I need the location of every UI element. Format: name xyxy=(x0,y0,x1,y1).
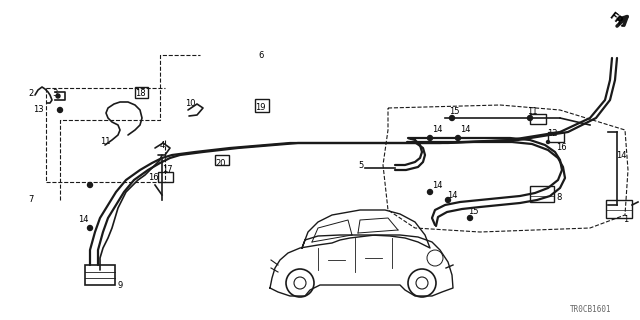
Text: TR0CB1601: TR0CB1601 xyxy=(570,305,612,314)
Circle shape xyxy=(449,116,454,121)
Circle shape xyxy=(467,215,472,220)
Circle shape xyxy=(445,197,451,203)
Text: 15: 15 xyxy=(449,108,460,116)
Bar xyxy=(85,265,115,285)
Text: 12: 12 xyxy=(547,129,557,138)
Text: 8: 8 xyxy=(556,194,561,203)
Bar xyxy=(255,99,269,112)
Text: 19: 19 xyxy=(255,102,266,111)
Text: 4: 4 xyxy=(160,140,165,149)
Text: 14: 14 xyxy=(78,215,88,225)
Circle shape xyxy=(58,108,63,113)
Text: 2: 2 xyxy=(28,89,33,98)
Circle shape xyxy=(428,135,433,140)
Bar xyxy=(158,172,173,182)
Text: 18: 18 xyxy=(135,89,146,98)
Text: 14: 14 xyxy=(432,181,442,190)
Text: 11: 11 xyxy=(527,108,538,116)
Text: FR.: FR. xyxy=(607,11,627,29)
Circle shape xyxy=(527,116,532,121)
Bar xyxy=(530,186,554,202)
Text: 7: 7 xyxy=(28,196,33,204)
Circle shape xyxy=(428,189,433,195)
Text: 6: 6 xyxy=(258,51,264,60)
Text: 14: 14 xyxy=(460,125,470,134)
Text: 14: 14 xyxy=(616,150,627,159)
Text: 16: 16 xyxy=(148,173,159,182)
Text: 3: 3 xyxy=(52,89,58,98)
Text: 14: 14 xyxy=(447,190,458,199)
Text: 1: 1 xyxy=(623,215,628,225)
Circle shape xyxy=(56,94,60,98)
Text: 13: 13 xyxy=(33,106,44,115)
Text: 10: 10 xyxy=(185,99,195,108)
Circle shape xyxy=(547,140,550,143)
Text: 17: 17 xyxy=(162,165,173,174)
Bar xyxy=(548,132,564,142)
Text: 9: 9 xyxy=(118,281,124,290)
Circle shape xyxy=(456,135,461,140)
Text: 16: 16 xyxy=(556,143,566,153)
Bar xyxy=(606,200,632,218)
Text: 14: 14 xyxy=(432,125,442,134)
Circle shape xyxy=(88,226,93,230)
Bar xyxy=(530,114,546,124)
Text: 15: 15 xyxy=(468,207,479,217)
Circle shape xyxy=(88,182,93,188)
Bar xyxy=(135,87,148,98)
Text: 5: 5 xyxy=(358,161,364,170)
Text: 20: 20 xyxy=(215,158,225,167)
Text: 11: 11 xyxy=(100,138,111,147)
Bar xyxy=(215,155,229,165)
